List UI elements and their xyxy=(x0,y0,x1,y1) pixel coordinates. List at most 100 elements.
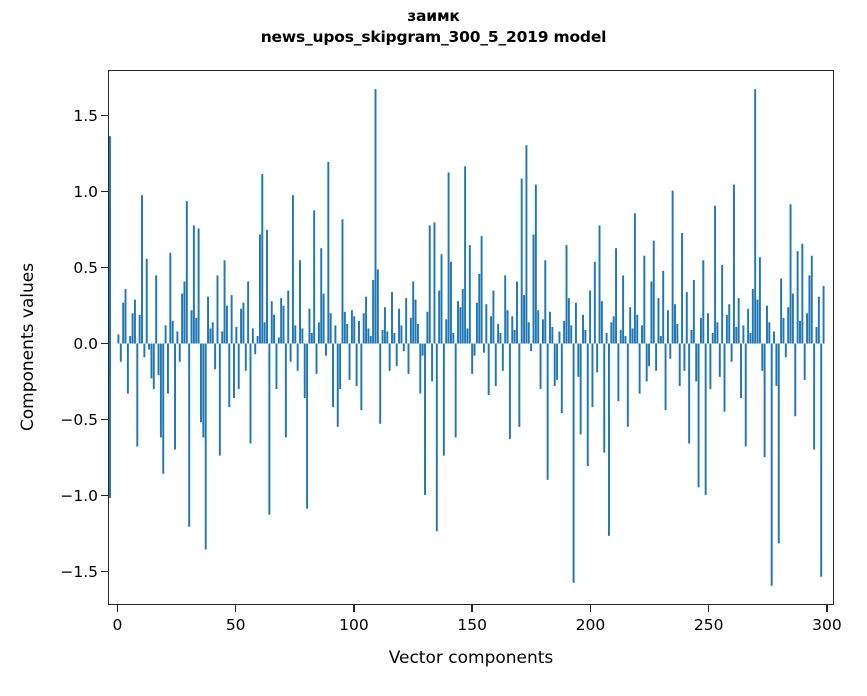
bar xyxy=(699,317,702,344)
bar xyxy=(756,299,759,344)
bar xyxy=(152,343,155,389)
bar xyxy=(737,298,740,344)
bar xyxy=(251,328,254,344)
bar-series xyxy=(109,89,825,586)
bar xyxy=(761,343,764,371)
bar xyxy=(299,260,301,344)
x-tick-label: 200 xyxy=(575,616,606,634)
bar xyxy=(192,225,195,344)
bar xyxy=(284,343,287,438)
bar xyxy=(233,343,235,399)
y-tick-mark xyxy=(101,342,108,345)
bar xyxy=(754,89,757,344)
y-tick-label: −1.5 xyxy=(60,562,98,581)
bar xyxy=(261,173,264,344)
bar xyxy=(327,161,330,344)
bar xyxy=(372,279,375,344)
bar xyxy=(126,343,129,394)
bar xyxy=(579,343,582,435)
bar xyxy=(483,343,485,353)
bar xyxy=(487,343,490,396)
bar xyxy=(388,343,391,371)
bar xyxy=(211,322,214,344)
bar xyxy=(391,292,393,344)
bar xyxy=(315,343,318,374)
bar xyxy=(742,325,745,344)
bar xyxy=(773,331,776,344)
bar xyxy=(678,343,681,386)
bar xyxy=(721,264,724,344)
bar xyxy=(648,343,651,367)
bar xyxy=(603,343,606,453)
x-tick-label: 100 xyxy=(339,616,369,634)
bar xyxy=(782,317,785,344)
bar xyxy=(355,343,358,386)
y-tick-label: 0.5 xyxy=(73,258,98,277)
bar xyxy=(459,307,462,344)
bar xyxy=(820,343,823,577)
bar xyxy=(438,290,441,344)
bar xyxy=(666,310,669,344)
bar xyxy=(169,252,172,344)
bar xyxy=(442,343,445,456)
bar xyxy=(133,299,136,344)
bar xyxy=(810,255,813,344)
bar xyxy=(334,325,337,344)
bar xyxy=(718,343,721,377)
bar xyxy=(633,213,636,344)
bar xyxy=(183,281,186,344)
bar xyxy=(270,301,273,344)
bar xyxy=(763,343,766,458)
bar xyxy=(155,275,158,344)
bar xyxy=(350,310,353,344)
bar xyxy=(235,326,238,344)
y-tick-label: 1.0 xyxy=(73,182,98,201)
bar xyxy=(558,331,561,344)
bar xyxy=(435,343,438,532)
bar xyxy=(822,286,825,344)
bar xyxy=(600,301,603,344)
bar xyxy=(348,343,351,380)
y-tick-mark xyxy=(101,266,108,269)
bar xyxy=(740,343,742,399)
bar xyxy=(419,343,422,394)
bar xyxy=(421,343,424,356)
bar xyxy=(367,328,370,344)
bar xyxy=(280,298,283,344)
bar xyxy=(216,275,219,344)
bar xyxy=(445,319,448,344)
bar xyxy=(214,343,217,370)
bar xyxy=(516,281,518,344)
bar xyxy=(431,343,434,382)
bar xyxy=(645,343,648,382)
bar xyxy=(365,296,368,344)
bar xyxy=(716,322,719,344)
bar xyxy=(400,325,403,344)
bar xyxy=(480,236,483,344)
bar xyxy=(723,343,726,412)
bar xyxy=(565,245,568,344)
bar xyxy=(478,273,481,344)
bar xyxy=(374,89,377,344)
y-tick-mark xyxy=(101,570,108,573)
bar xyxy=(268,343,271,515)
bar xyxy=(541,319,544,344)
bar xyxy=(622,275,625,344)
bar xyxy=(202,343,205,438)
bar xyxy=(407,343,410,374)
bar xyxy=(468,245,471,344)
bar xyxy=(641,325,643,344)
bar xyxy=(532,234,535,344)
bar xyxy=(523,295,526,344)
bar xyxy=(702,260,705,344)
bar xyxy=(735,326,738,344)
bar xyxy=(560,343,563,414)
bar xyxy=(475,302,478,344)
bar xyxy=(254,343,257,355)
bar xyxy=(518,343,521,427)
bar xyxy=(240,308,243,344)
bar xyxy=(131,313,134,344)
bar xyxy=(690,329,693,344)
bar xyxy=(117,334,120,344)
bar xyxy=(263,322,266,344)
